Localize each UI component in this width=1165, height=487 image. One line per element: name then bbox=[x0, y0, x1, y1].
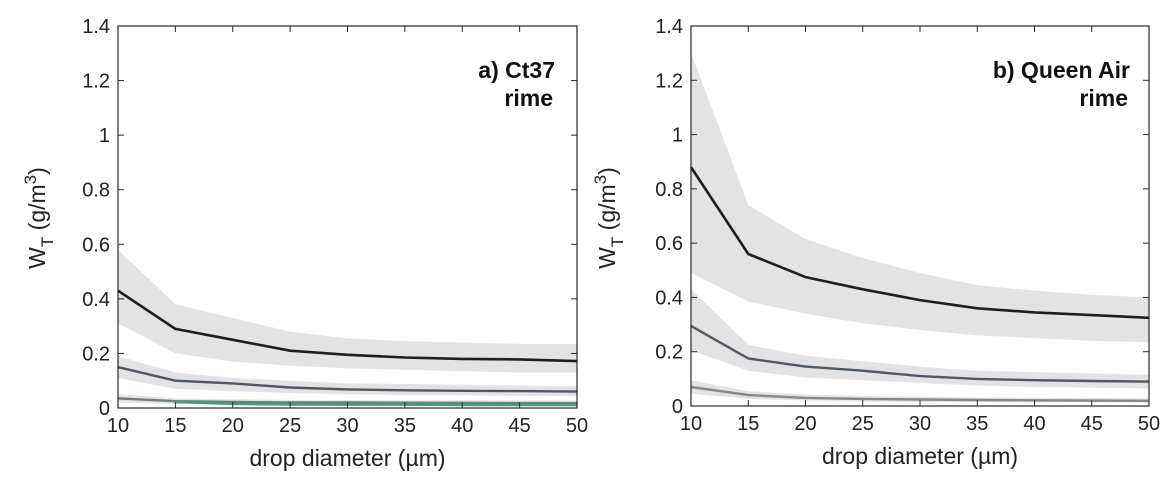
line-series-2 bbox=[690, 324, 1150, 383]
y-tick-label: 0.2 bbox=[82, 343, 110, 365]
y-tick-label: 1 bbox=[99, 125, 110, 147]
x-tick-label: 35 bbox=[394, 415, 416, 437]
y-label-symbol: W bbox=[594, 247, 620, 269]
panel-b: 10 15 20 25 30 35 40 45 50 0 0.2 0.4 0.6 0.8 1 1.2 1.4 dr… bbox=[591, 16, 1160, 469]
y-label-unit: (g/m bbox=[24, 184, 50, 236]
band-series-2 bbox=[118, 356, 577, 397]
panel-subtitle: rime bbox=[1079, 85, 1128, 111]
y-axis-label: WT (g/m3) bbox=[21, 167, 57, 269]
y-tick-label: 1.2 bbox=[82, 71, 110, 93]
line-series-4 bbox=[175, 400, 577, 407]
y-tick-label: 0.2 bbox=[655, 342, 683, 364]
y-label-symbol: W bbox=[24, 247, 50, 269]
y-tick-label: 0 bbox=[672, 396, 683, 418]
y-tick-label: 1.4 bbox=[655, 16, 683, 38]
panel-title: b) Queen Air bbox=[993, 57, 1130, 83]
panel-subtitle: rime bbox=[504, 85, 553, 111]
y-tick-label: 1.2 bbox=[655, 70, 683, 92]
line-series-1 bbox=[117, 289, 578, 363]
x-tick-label: 15 bbox=[737, 413, 759, 435]
y-tick-label: 0.6 bbox=[82, 234, 110, 256]
x-tick-label: 25 bbox=[852, 413, 874, 435]
line-series-3 bbox=[690, 385, 1150, 402]
band-series-1 bbox=[691, 53, 1149, 343]
x-tick-label: 45 bbox=[509, 415, 531, 437]
y-tick-label: 0.4 bbox=[655, 287, 683, 309]
x-tick-label: 50 bbox=[1138, 413, 1160, 435]
y-label-close: ) bbox=[594, 167, 620, 175]
y-label-subscript: T bbox=[38, 237, 57, 247]
y-tick-label: 1 bbox=[672, 125, 683, 147]
x-tick-label: 35 bbox=[966, 413, 988, 435]
line-series-2 bbox=[117, 365, 578, 393]
x-tick-label: 40 bbox=[1023, 413, 1045, 435]
line-series-1 bbox=[689, 166, 1150, 320]
band-series-1 bbox=[118, 249, 577, 373]
x-tick-label: 45 bbox=[1081, 413, 1103, 435]
x-tick-label: 15 bbox=[164, 415, 186, 437]
y-tick-label: 0.8 bbox=[82, 180, 110, 202]
x-tick-label: 20 bbox=[222, 415, 244, 437]
x-axis-label: drop diameter (µm) bbox=[822, 443, 1018, 469]
y-tick-label: 0.8 bbox=[655, 179, 683, 201]
y-tick-label: 0.4 bbox=[82, 289, 110, 311]
y-tick-label: 1.4 bbox=[82, 16, 110, 38]
band-series-2 bbox=[691, 289, 1149, 389]
panel-a: 10 15 20 25 30 35 40 45 50 0 0.2 0.4 0.6 0.8 1 1.2 1.4 dr… bbox=[21, 16, 588, 471]
x-axis-label: drop diameter (µm) bbox=[249, 445, 445, 471]
x-tick-label: 30 bbox=[336, 415, 358, 437]
x-tick-label: 50 bbox=[566, 415, 588, 437]
x-tick-label: 30 bbox=[909, 413, 931, 435]
x-tick-label: 10 bbox=[680, 413, 702, 435]
y-tick-label: 0 bbox=[99, 398, 110, 420]
y-axis-label: WT (g/m3) bbox=[591, 167, 627, 269]
y-tick-label: 0.6 bbox=[655, 233, 683, 255]
y-label-close: ) bbox=[24, 167, 50, 175]
x-tick-label: 25 bbox=[279, 415, 301, 437]
y-label-unit: (g/m bbox=[594, 184, 620, 236]
y-label-superscript: 3 bbox=[21, 175, 40, 184]
y-label-subscript: T bbox=[608, 237, 627, 247]
x-tick-label: 40 bbox=[451, 415, 473, 437]
x-tick-label: 20 bbox=[794, 413, 816, 435]
y-label-superscript: 3 bbox=[591, 175, 610, 184]
x-tick-label: 10 bbox=[107, 415, 129, 437]
panel-title: a) Ct37 bbox=[478, 57, 555, 83]
